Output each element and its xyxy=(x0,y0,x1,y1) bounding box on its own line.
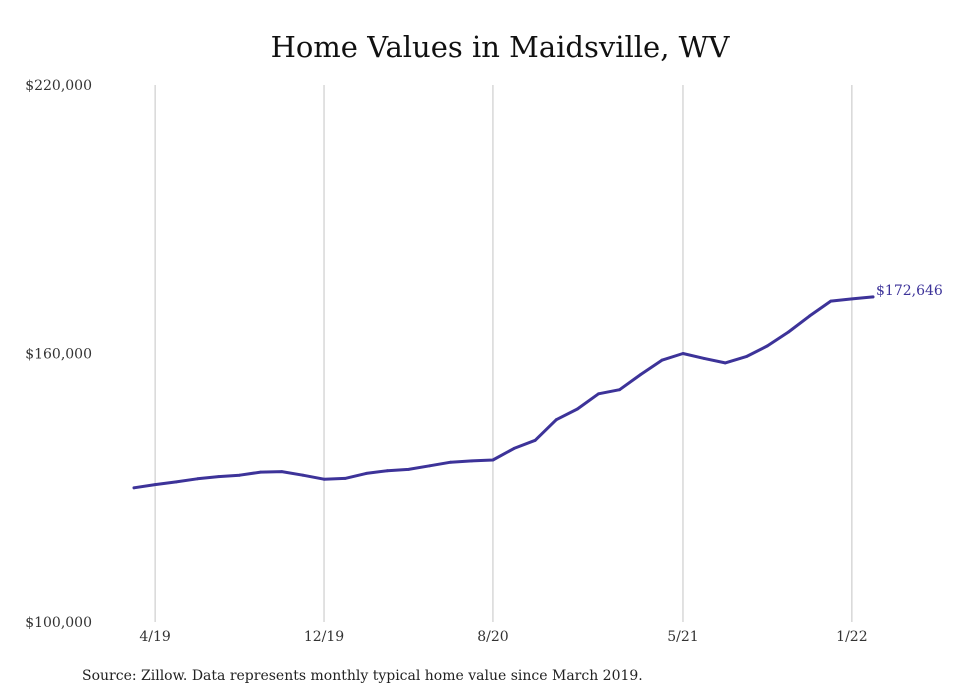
data-point xyxy=(829,299,833,303)
y-tick-label: $100,000 xyxy=(25,615,92,631)
data-point xyxy=(491,458,495,462)
series-line xyxy=(132,295,875,490)
data-point xyxy=(280,470,284,473)
data-point xyxy=(681,352,685,355)
grid-lines xyxy=(154,85,853,622)
data-point xyxy=(702,357,706,360)
data-point xyxy=(744,355,748,358)
data-point xyxy=(386,469,389,473)
x-tick-label: 5/21 xyxy=(667,629,698,645)
y-axis: $100,000 $160,000 $220,000 xyxy=(25,78,92,631)
data-point xyxy=(618,388,621,392)
end-value-label: $172,646 xyxy=(876,283,943,299)
data-point xyxy=(533,438,537,442)
data-point xyxy=(238,473,242,477)
data-point xyxy=(217,475,220,478)
data-point xyxy=(343,477,347,480)
data-point xyxy=(787,330,790,334)
data-point xyxy=(407,468,410,471)
data-point xyxy=(364,472,368,475)
data-point xyxy=(576,407,579,411)
data-point xyxy=(153,483,157,486)
series-layer xyxy=(132,295,875,490)
data-point xyxy=(660,358,664,362)
data-point xyxy=(174,480,178,484)
chart-source-note: Source: Zillow. Data represents monthly … xyxy=(82,668,643,684)
data-point xyxy=(871,295,875,299)
data-point xyxy=(449,460,453,464)
data-point xyxy=(428,464,431,468)
data-point xyxy=(512,447,516,450)
x-axis: 4/19 12/19 8/20 5/21 1/22 xyxy=(139,629,867,645)
data-point xyxy=(808,314,812,318)
data-point xyxy=(470,459,474,463)
data-point xyxy=(301,473,305,477)
data-point xyxy=(639,373,643,376)
data-point xyxy=(132,486,136,490)
data-point xyxy=(723,361,727,365)
x-tick-label: 4/19 xyxy=(139,629,170,645)
data-point xyxy=(766,344,769,348)
data-labels: $172,646 xyxy=(876,283,943,299)
x-tick-label: 12/19 xyxy=(304,629,344,645)
y-tick-label: $220,000 xyxy=(25,78,92,94)
chart-title: Home Values in Maidsville, WV xyxy=(270,30,730,64)
data-point xyxy=(850,297,854,301)
data-point xyxy=(195,477,199,481)
x-tick-label: 1/22 xyxy=(836,629,867,645)
data-point xyxy=(259,470,263,474)
x-tick-label: 8/20 xyxy=(477,629,508,645)
y-tick-label: $160,000 xyxy=(25,347,92,363)
data-point xyxy=(597,392,600,396)
data-point xyxy=(554,418,558,422)
data-point xyxy=(322,477,326,481)
